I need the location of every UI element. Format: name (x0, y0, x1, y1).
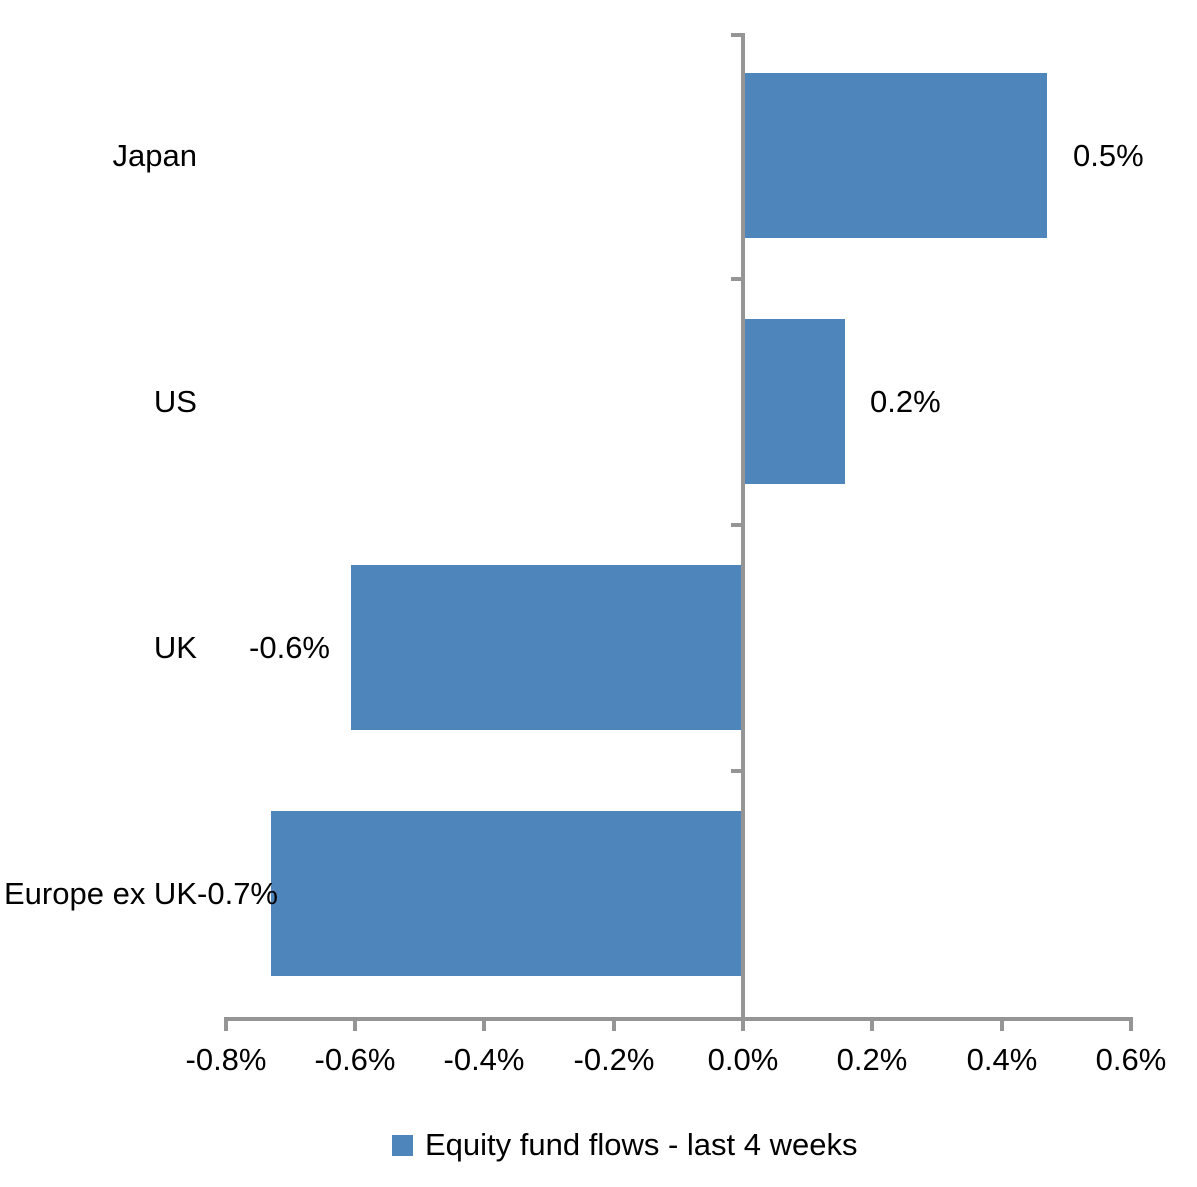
x-axis-tick (482, 1017, 486, 1031)
x-axis-tick (870, 1017, 874, 1031)
category-label-us: US (153, 384, 197, 419)
bar-europe-ex-uk (271, 811, 741, 976)
legend: Equity fund flows - last 4 weeks (392, 1125, 857, 1165)
category-axis-tick (731, 769, 741, 773)
bar-japan (745, 73, 1047, 238)
bar-us (745, 319, 845, 484)
data-label-japan: 0.5% (1073, 138, 1144, 173)
x-tick-label: 0.2% (836, 1042, 908, 1077)
category-label-japan: Japan (112, 138, 197, 173)
bar-uk (351, 565, 741, 730)
category-axis-tick (731, 523, 741, 527)
data-label-europe-ex-uk: -0.7% (197, 876, 278, 911)
x-tick-label: 0.0% (707, 1042, 779, 1077)
x-axis-tick (353, 1017, 357, 1031)
data-label-us: 0.2% (870, 384, 941, 419)
x-tick-label: 0.4% (966, 1042, 1038, 1077)
x-tick-label: 0.6% (1095, 1042, 1167, 1077)
x-tick-label: -0.4% (443, 1042, 525, 1077)
value-axis-line (224, 1017, 1133, 1021)
category-label-uk: UK (153, 630, 197, 665)
category-label-europe-ex-uk: Europe ex UK (4, 876, 197, 911)
legend-swatch-icon (392, 1134, 413, 1156)
x-tick-label: -0.8% (185, 1042, 267, 1077)
category-axis-tick (731, 33, 741, 37)
category-axis-tick (731, 277, 741, 281)
x-axis-tick (1129, 1017, 1133, 1031)
legend-label: Equity fund flows - last 4 weeks (425, 1127, 858, 1162)
x-axis-tick (1000, 1017, 1004, 1031)
x-axis-tick (612, 1017, 616, 1031)
x-tick-label: -0.6% (314, 1042, 396, 1077)
x-axis-tick (224, 1017, 228, 1031)
data-label-uk: -0.6% (249, 630, 330, 665)
category-axis-line (741, 33, 745, 1031)
x-axis-tick (741, 1017, 745, 1031)
x-tick-label: -0.2% (573, 1042, 655, 1077)
